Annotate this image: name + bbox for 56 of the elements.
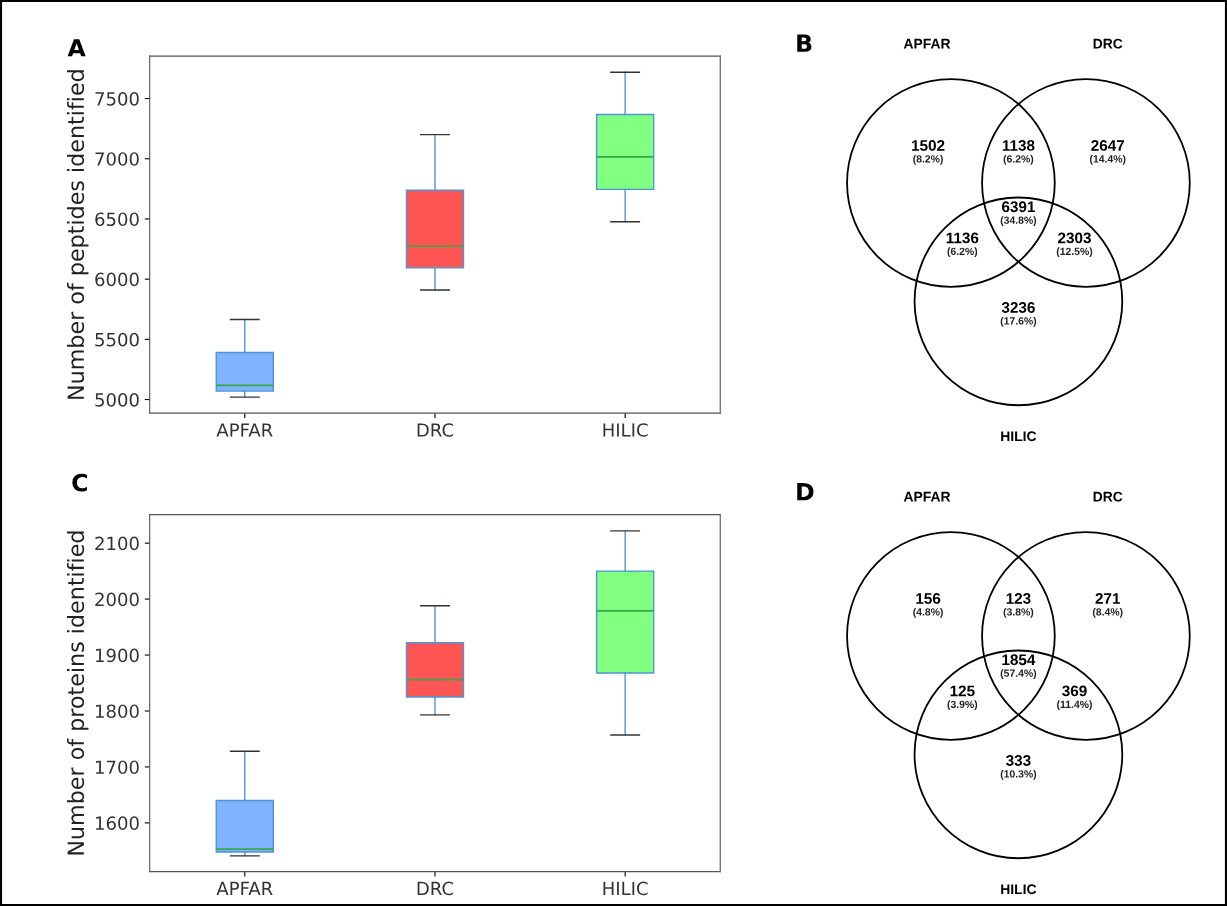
text: (17.6%) bbox=[1000, 316, 1037, 327]
text: DRC bbox=[1093, 491, 1123, 502]
text: 6391 bbox=[1001, 201, 1035, 213]
text: (3.8%) bbox=[1003, 607, 1034, 618]
y-tick-label: 7500 bbox=[95, 92, 139, 106]
y-axis-title: Number of peptides identified bbox=[66, 70, 89, 399]
text: 2647 bbox=[1091, 140, 1125, 151]
y-tick-label: 7000 bbox=[95, 152, 139, 166]
text: APFAR bbox=[903, 38, 951, 49]
text: (3.9%) bbox=[947, 700, 978, 711]
text: 123 bbox=[1006, 593, 1031, 604]
x-tick-label: HILIC bbox=[603, 423, 648, 437]
text: (10.3%) bbox=[1000, 769, 1037, 780]
text: DRC bbox=[1093, 38, 1123, 49]
y-tick-label: 2100 bbox=[95, 536, 139, 551]
text: APFAR bbox=[903, 491, 951, 502]
text: (6.2%) bbox=[1003, 154, 1034, 165]
y-tick-label: 2000 bbox=[95, 592, 139, 607]
y-tick-label: 1800 bbox=[96, 704, 139, 719]
y-tick-label: 6000 bbox=[95, 272, 139, 287]
text: (4.8%) bbox=[913, 607, 943, 618]
x-tick-label: DRC bbox=[417, 881, 454, 896]
text: (14.4%) bbox=[1090, 154, 1126, 165]
text: 1854 bbox=[1002, 654, 1036, 666]
text: 369 bbox=[1062, 685, 1087, 697]
text: 3236 bbox=[1001, 302, 1035, 313]
text: 1136 bbox=[946, 232, 979, 244]
y-tick-label: 5500 bbox=[95, 332, 139, 347]
text: 271 bbox=[1095, 593, 1121, 604]
y-tick-label: 1700 bbox=[96, 760, 139, 775]
text: B bbox=[797, 34, 812, 52]
text: (6.2%) bbox=[947, 247, 978, 258]
text: (34.8%) bbox=[1000, 216, 1037, 226]
x-tick-label: HILIC bbox=[603, 881, 648, 896]
x-tick-label: DRC bbox=[417, 423, 454, 437]
text: (8.2%) bbox=[913, 154, 943, 165]
chart-title: C bbox=[72, 473, 87, 492]
text: 1502 bbox=[912, 140, 945, 151]
y-tick-label: 6500 bbox=[95, 212, 139, 227]
y-tick-label: 5000 bbox=[95, 392, 139, 407]
text: D bbox=[797, 483, 814, 501]
text: (11.4%) bbox=[1057, 700, 1092, 711]
x-tick-label: APFAR bbox=[216, 423, 273, 437]
text: 333 bbox=[1006, 755, 1031, 766]
y-tick-label: 1900 bbox=[96, 648, 139, 663]
text: 156 bbox=[916, 593, 941, 604]
y-axis-title: Number of proteins identified bbox=[66, 531, 89, 855]
x-tick-label: APFAR bbox=[216, 881, 273, 896]
y-tick-label: 1600 bbox=[96, 816, 139, 831]
text: (12.5%) bbox=[1056, 247, 1093, 258]
text: 125 bbox=[950, 685, 975, 697]
chart-title: A bbox=[67, 39, 86, 57]
text: 2303 bbox=[1058, 232, 1091, 244]
text: (57.4%) bbox=[1000, 669, 1037, 679]
text: (8.4%) bbox=[1092, 607, 1123, 618]
text: 1138 bbox=[1002, 140, 1035, 151]
